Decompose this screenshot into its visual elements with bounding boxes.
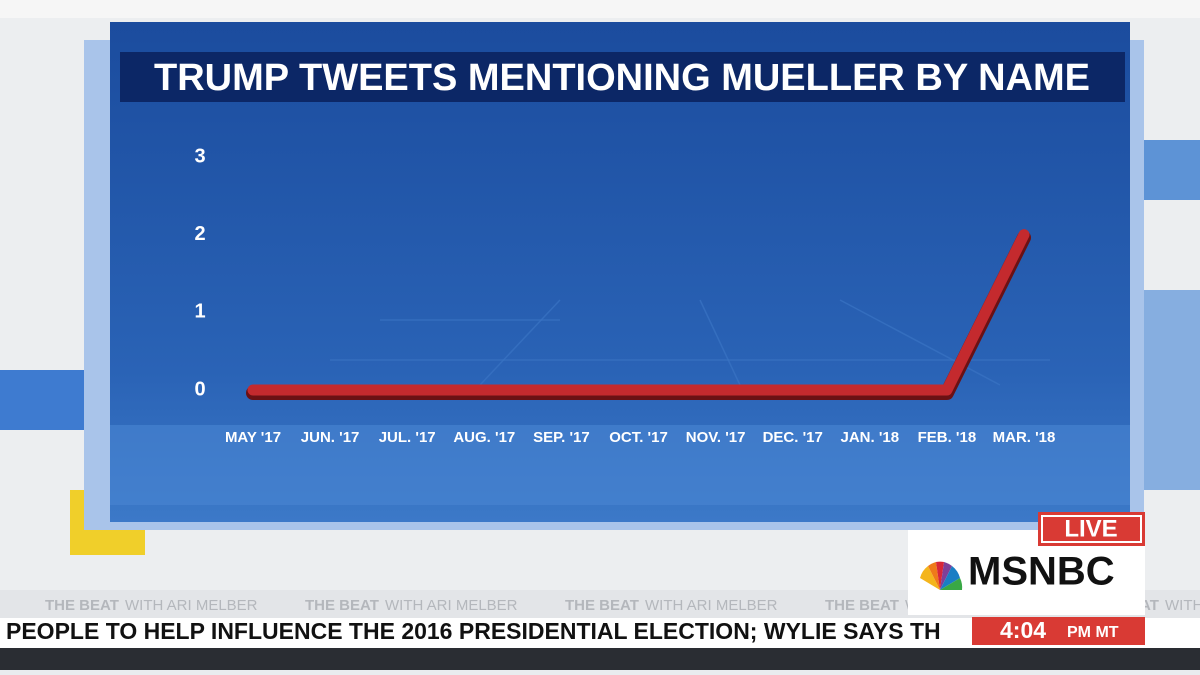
x-tick-label: JAN. '18 <box>841 429 900 446</box>
chart-title: TRUMP TWEETS MENTIONING MUELLER BY NAME <box>154 57 1090 99</box>
banner-host: WITH ARI MELBER <box>645 597 778 614</box>
background-strip <box>0 0 1200 18</box>
peacock <box>920 561 963 590</box>
banner-show: THE BEAT <box>565 597 639 614</box>
x-tick-label: MAY '17 <box>225 429 281 446</box>
banner-host: WITH ARI MELBER <box>385 597 518 614</box>
x-tick-label: MAR. '18 <box>993 429 1056 446</box>
x-tick-label: OCT. '17 <box>609 429 668 446</box>
live-border <box>1041 515 1142 543</box>
x-tick-label: SEP. '17 <box>533 429 590 446</box>
live-label: LIVE <box>1064 515 1117 542</box>
time: 4:04 <box>1000 617 1046 643</box>
data-line <box>247 229 1030 396</box>
y-tick-label: 3 <box>194 145 205 167</box>
network-logo: MSNBC <box>968 550 1115 594</box>
banner-show: THE BEAT <box>305 597 379 614</box>
time-box <box>972 617 1145 645</box>
plot: 0 1 2 3 MAY '17 JUN. '17 JUL. '17 AUG. '17 SEP. … <box>194 145 1055 446</box>
banner-show: THE BEAT <box>825 597 899 614</box>
ticker-text: PEOPLE TO HELP INFLUENCE THE 2016 PRESID… <box>6 618 941 644</box>
x-tick-label: JUL. '17 <box>379 429 436 446</box>
y-tick-label: 2 <box>194 223 205 245</box>
banner-host: WITH ARI MELBER <box>125 597 258 614</box>
y-tick-label: 0 <box>194 378 205 400</box>
decor <box>1140 290 1200 490</box>
x-tick-label: NOV. '17 <box>686 429 746 446</box>
time-zone: PM MT <box>1067 624 1119 641</box>
x-tick-label: FEB. '18 <box>918 429 977 446</box>
floor-decor <box>839 299 1001 386</box>
x-tick-label: AUG. '17 <box>453 429 515 446</box>
x-tick-label: DEC. '17 <box>763 429 823 446</box>
floor-decor <box>479 299 561 386</box>
y-tick-label: 1 <box>194 301 205 323</box>
title-bar <box>120 52 1125 102</box>
decor <box>0 370 85 430</box>
bottom-bar <box>0 648 1200 670</box>
axis-strip <box>110 425 1130 505</box>
live-box <box>1038 512 1145 546</box>
banner-show: THE BEAT <box>45 597 119 614</box>
banner-host: WITH ARI MELBER <box>1165 597 1200 614</box>
x-tick-label: JUN. '17 <box>301 429 360 446</box>
floor-decor <box>699 299 741 386</box>
